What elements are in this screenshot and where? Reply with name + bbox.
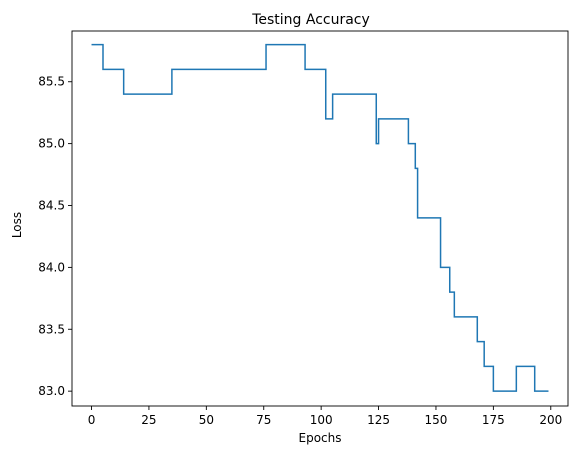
x-axis-label: Epochs bbox=[299, 431, 342, 445]
plot-frame bbox=[71, 30, 569, 407]
x-tick-label: 75 bbox=[256, 413, 271, 427]
y-tick-label: 85.0 bbox=[38, 137, 65, 151]
x-tick-label: 175 bbox=[482, 413, 505, 427]
y-tick-label: 83.0 bbox=[38, 384, 65, 398]
y-tick-label: 84.0 bbox=[38, 260, 65, 274]
y-tick-label: 85.5 bbox=[38, 75, 65, 89]
x-tick-label: 150 bbox=[425, 413, 448, 427]
y-tick-label: 84.5 bbox=[38, 199, 65, 213]
x-tick-label: 125 bbox=[367, 413, 390, 427]
y-axis-label: Loss bbox=[10, 212, 24, 238]
x-tick-label: 0 bbox=[88, 413, 96, 427]
x-tick-label: 200 bbox=[539, 413, 562, 427]
axis-ticks: 0 25 50 75 100 125 150 175 200 83.0 83.5 84.0 84.5 85… bbox=[38, 75, 562, 427]
chart-title: Testing Accuracy bbox=[251, 12, 370, 28]
x-tick-label: 100 bbox=[310, 413, 333, 427]
x-tick-label: 25 bbox=[141, 413, 156, 427]
series-line bbox=[91, 43, 549, 392]
y-tick-label: 83.5 bbox=[38, 322, 65, 336]
x-tick-label: 50 bbox=[199, 413, 214, 427]
